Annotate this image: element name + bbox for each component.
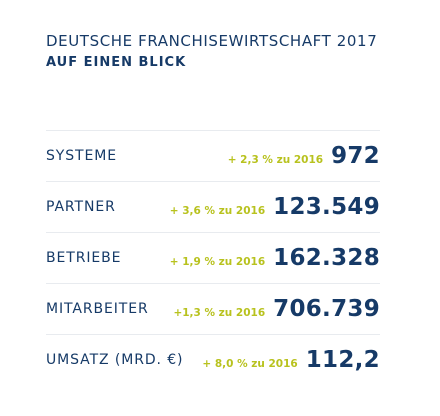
stat-figures: +1,3 % zu 2016 706.739 xyxy=(173,296,380,322)
stat-row-partner: PARTNER + 3,6 % zu 2016 123.549 xyxy=(46,181,380,232)
page-title: DEUTSCHE FRANCHISEWIRTSCHAFT 2017 xyxy=(46,32,378,50)
stat-value: 123.549 xyxy=(273,194,380,220)
stat-figures: + 3,6 % zu 2016 123.549 xyxy=(170,194,380,220)
stat-value: 706.739 xyxy=(273,296,380,322)
stat-label: BETRIEBE xyxy=(46,250,122,266)
stat-row-systeme: SYSTEME + 2,3 % zu 2016 972 xyxy=(46,130,380,181)
stat-label: SYSTEME xyxy=(46,148,117,164)
stat-figures: + 1,9 % zu 2016 162.328 xyxy=(170,245,380,271)
stat-row-betriebe: BETRIEBE + 1,9 % zu 2016 162.328 xyxy=(46,232,380,283)
stat-change: + 1,9 % zu 2016 xyxy=(169,256,266,268)
stat-label: UMSATZ (MRD. €) xyxy=(46,352,184,368)
stat-row-mitarbeiter: MITARBEITER +1,3 % zu 2016 706.739 xyxy=(46,283,380,334)
header: DEUTSCHE FRANCHISEWIRTSCHAFT 2017 AUF EI… xyxy=(46,32,377,71)
stat-change: + 8,0 % zu 2016 xyxy=(202,358,298,370)
stat-label: MITARBEITER xyxy=(46,301,149,317)
stats-list: SYSTEME + 2,3 % zu 2016 972 PARTNER + 3,… xyxy=(46,130,380,385)
stat-change: +1,3 % zu 2016 xyxy=(173,307,266,319)
stat-value: 972 xyxy=(331,143,380,169)
stat-change: + 2,3 % zu 2016 xyxy=(227,154,324,166)
stat-figures: + 8,0 % zu 2016 112,2 xyxy=(202,347,380,373)
stat-figures: + 2,3 % zu 2016 972 xyxy=(228,143,380,169)
stat-value: 112,2 xyxy=(305,347,380,373)
page-subtitle: AUF EINEN BLICK xyxy=(46,55,187,70)
stat-change: + 3,6 % zu 2016 xyxy=(169,205,266,217)
stat-value: 162.328 xyxy=(273,245,380,271)
stat-row-umsatz: UMSATZ (MRD. €) + 8,0 % zu 2016 112,2 xyxy=(46,334,380,385)
stat-label: PARTNER xyxy=(46,199,116,215)
